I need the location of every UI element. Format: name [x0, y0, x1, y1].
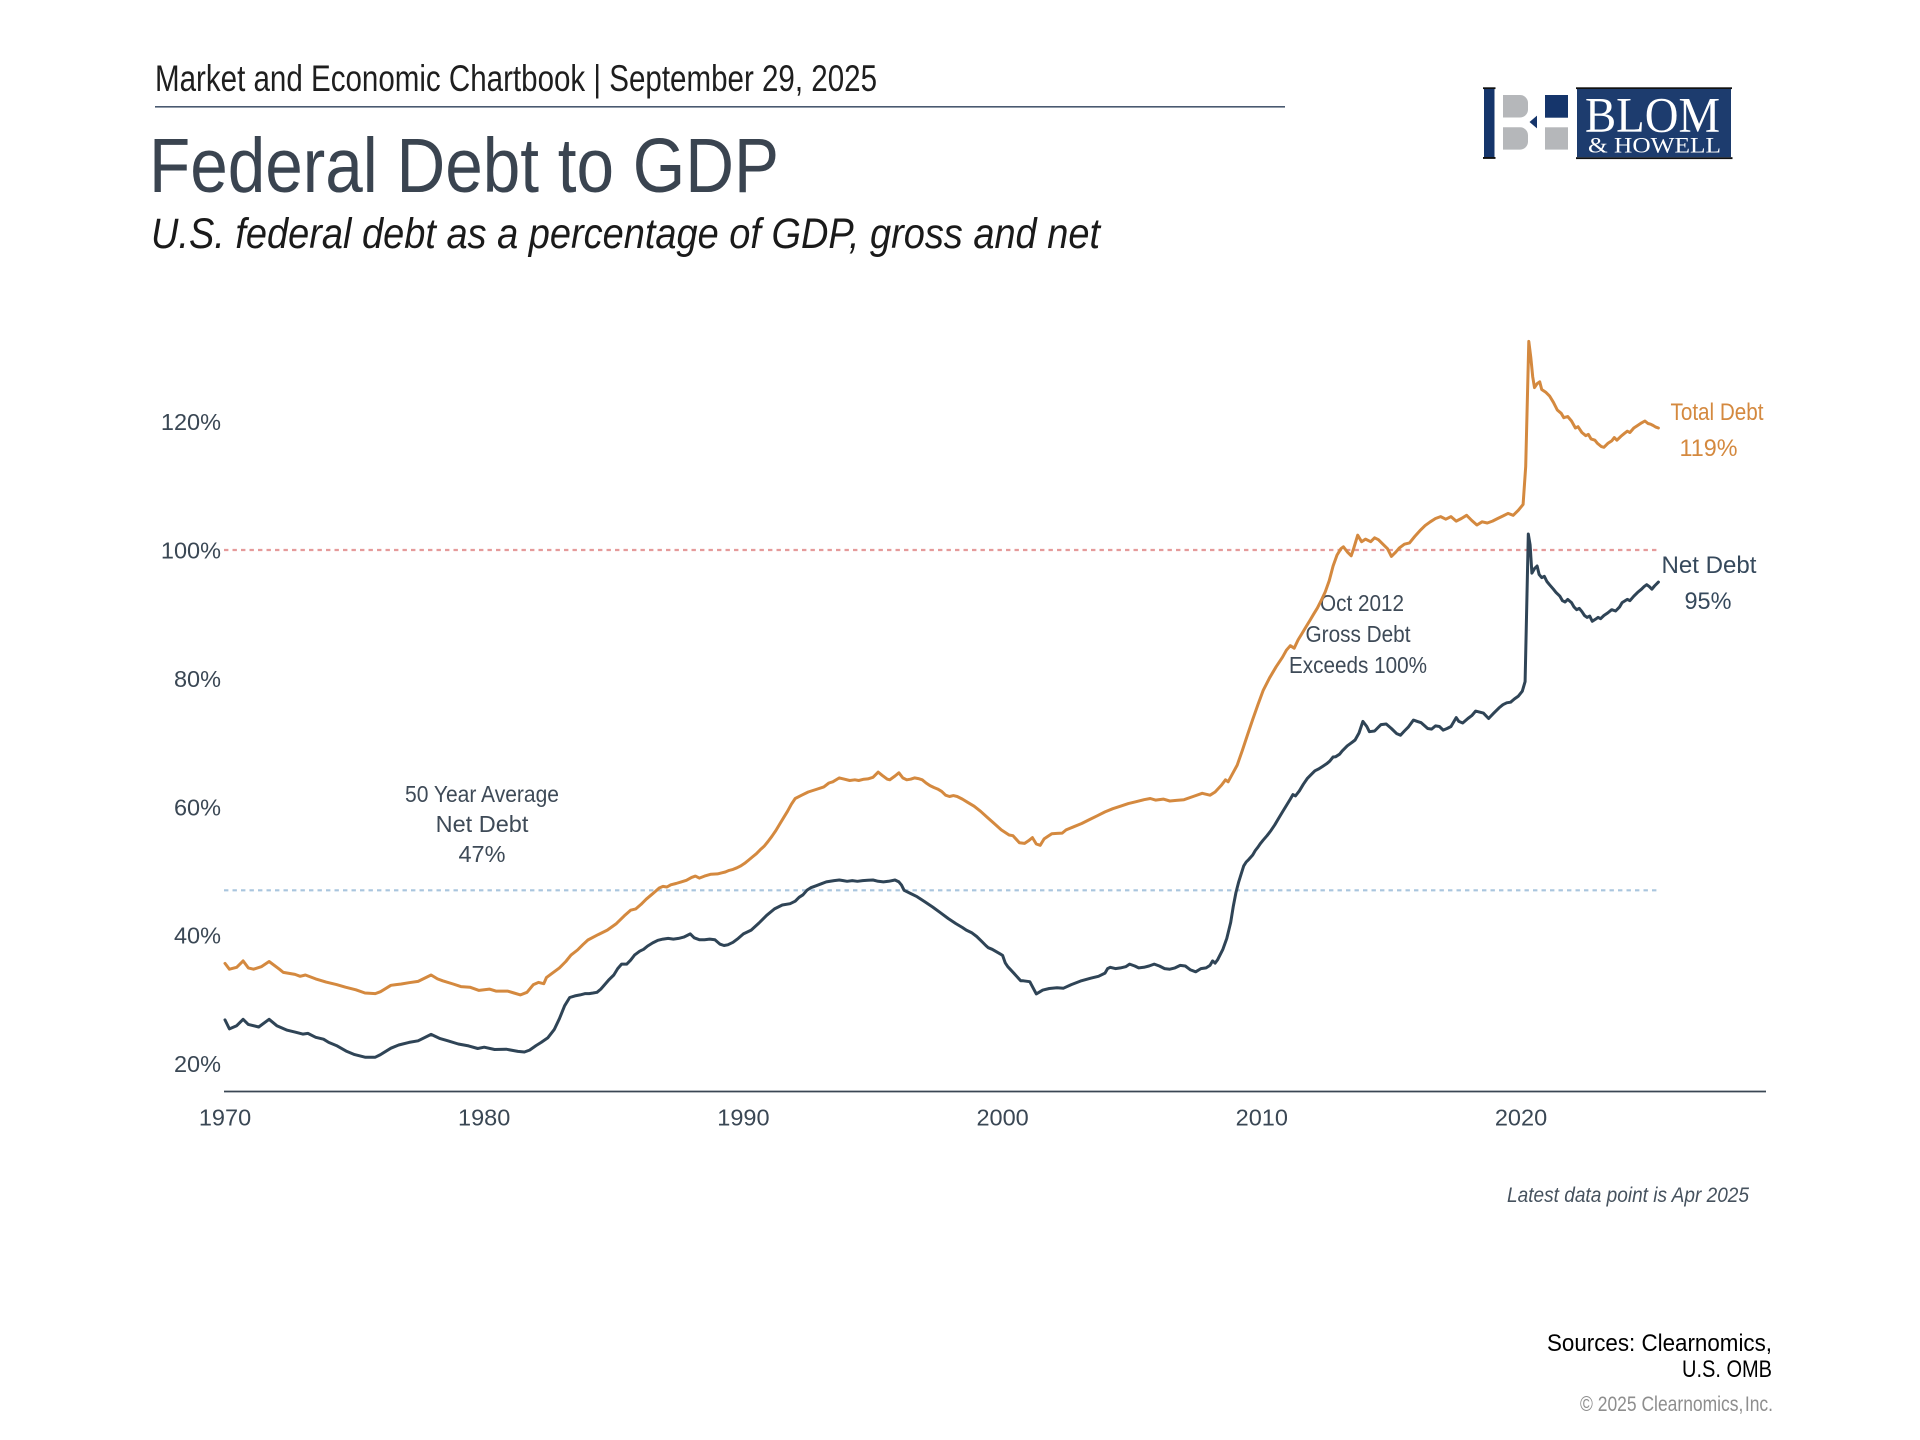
svg-text:47%: 47% [458, 841, 505, 867]
svg-text:Latest data point is Apr 2025: Latest data point is Apr 2025 [1507, 1183, 1750, 1207]
svg-text:Exceeds 100%: Exceeds 100% [1289, 652, 1427, 678]
svg-text:50 Year Average: 50 Year Average [405, 781, 559, 807]
svg-text:2000: 2000 [976, 1105, 1028, 1131]
svg-text:U.S. OMB: U.S. OMB [1682, 1356, 1772, 1383]
svg-text:& HOWELL: & HOWELL [1588, 133, 1721, 158]
svg-text:100%: 100% [161, 538, 221, 564]
svg-text:119%: 119% [1680, 435, 1738, 462]
svg-text:1980: 1980 [458, 1105, 510, 1131]
svg-text:80%: 80% [174, 666, 221, 692]
svg-text:Net Debt: Net Debt [1662, 552, 1757, 579]
svg-text:1990: 1990 [717, 1105, 769, 1131]
svg-text:Gross Debt: Gross Debt [1306, 621, 1411, 647]
svg-text:Sources: Clearnomics,: Sources: Clearnomics, [1547, 1330, 1772, 1357]
svg-text:95%: 95% [1685, 588, 1732, 615]
svg-text:Federal Debt to GDP: Federal Debt to GDP [149, 123, 779, 209]
svg-text:2020: 2020 [1495, 1105, 1547, 1131]
svg-text:60%: 60% [174, 794, 221, 820]
svg-text:U.S. federal debt as a percent: U.S. federal debt as a percentage of GDP… [151, 210, 1102, 258]
svg-text:20%: 20% [174, 1051, 221, 1077]
svg-text:2010: 2010 [1236, 1105, 1288, 1131]
svg-text:Oct 2012: Oct 2012 [1320, 590, 1404, 616]
svg-text:Net Debt: Net Debt [436, 811, 529, 837]
svg-text:© 2025 Clearnomics, Inc.: © 2025 Clearnomics, Inc. [1580, 1393, 1773, 1416]
svg-text:Total Debt: Total Debt [1671, 399, 1764, 426]
svg-text:Market and Economic Chartbook: Market and Economic Chartbook | Septembe… [155, 58, 877, 99]
svg-text:1970: 1970 [199, 1105, 251, 1131]
svg-text:120%: 120% [161, 409, 221, 435]
svg-text:BLOM: BLOM [1585, 87, 1720, 143]
svg-text:40%: 40% [174, 923, 221, 949]
